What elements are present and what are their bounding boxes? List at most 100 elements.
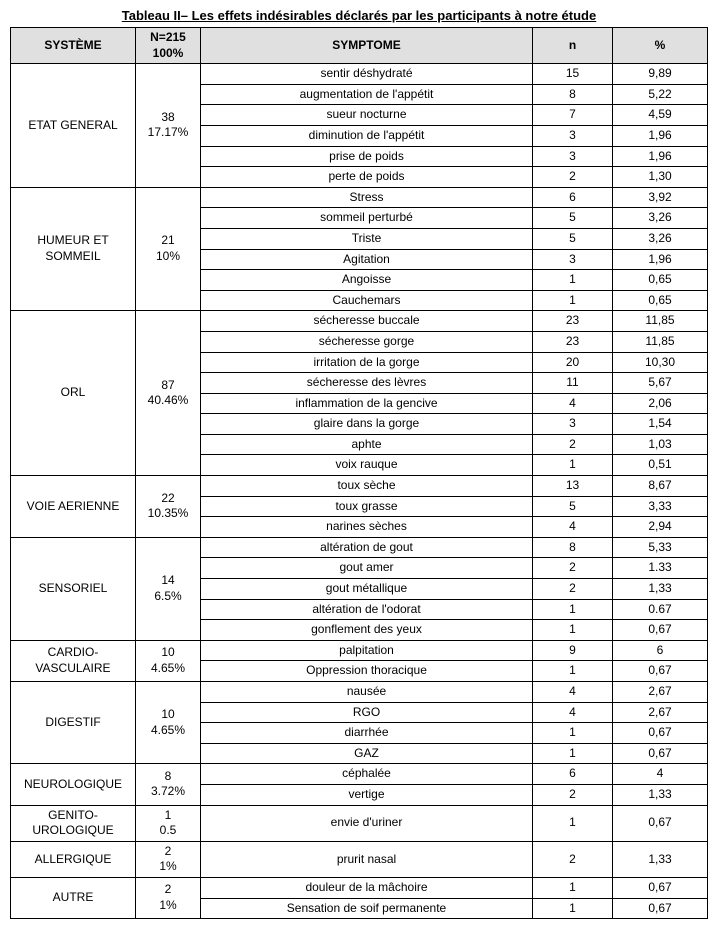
pct-cell: 1,54: [613, 414, 708, 435]
n215-cell: 8740.46%: [136, 311, 201, 476]
system-label: ALLERGIQUE: [15, 852, 131, 868]
n-cell: 5: [533, 228, 613, 249]
table-row: GENITO-UROLOGIQUE10.5envie d'uriner10,67: [11, 805, 708, 841]
effects-table: SYSTÈME N=215 100% SYMPTOME n % ETAT GEN…: [10, 27, 708, 919]
symptom-cell: irritation de la gorge: [201, 352, 533, 373]
pct-cell: 1,33: [613, 579, 708, 600]
n-cell: 3: [533, 125, 613, 146]
symptom-cell: douleur de la mâchoire: [201, 877, 533, 898]
symptom-cell: toux grasse: [201, 496, 533, 517]
symptom-cell: sécheresse gorge: [201, 331, 533, 352]
header-pct: %: [613, 28, 708, 64]
symptom-cell: vertige: [201, 784, 533, 805]
n-cell: 3: [533, 146, 613, 167]
n-cell: 15: [533, 64, 613, 85]
n215-cell: 2210.35%: [136, 476, 201, 538]
system-label: ORL: [15, 385, 131, 401]
pct-cell: 0,67: [613, 743, 708, 764]
n-cell: 1: [533, 455, 613, 476]
symptom-cell: Stress: [201, 187, 533, 208]
n215-pct: 3.72%: [140, 784, 196, 800]
system-label: HUMEUR ET SOMMEIL: [15, 233, 131, 264]
n215-cell: 21%: [136, 877, 201, 918]
pct-cell: 1,33: [613, 784, 708, 805]
n-cell: 11: [533, 373, 613, 394]
n-cell: 2: [533, 841, 613, 877]
symptom-cell: prise de poids: [201, 146, 533, 167]
n-cell: 8: [533, 84, 613, 105]
n-cell: 1: [533, 599, 613, 620]
symptom-cell: gonflement des yeux: [201, 620, 533, 641]
symptom-cell: Oppression thoracique: [201, 661, 533, 682]
system-label: SENSORIEL: [15, 581, 131, 597]
n-cell: 2: [533, 579, 613, 600]
n-cell: 2: [533, 434, 613, 455]
n215-cell: 104.65%: [136, 682, 201, 764]
symptom-cell: inflammation de la gencive: [201, 393, 533, 414]
n-cell: 2: [533, 558, 613, 579]
n-cell: 1: [533, 898, 613, 919]
n-cell: 1: [533, 620, 613, 641]
symptom-cell: sentir déshydraté: [201, 64, 533, 85]
n-cell: 1: [533, 290, 613, 311]
table-row: ALLERGIQUE21%prurit nasal21,33: [11, 841, 708, 877]
n215-pct: 1%: [140, 859, 196, 875]
pct-cell: 5,33: [613, 537, 708, 558]
symptom-cell: sécheresse des lèvres: [201, 373, 533, 394]
n-cell: 20: [533, 352, 613, 373]
pct-cell: 0,67: [613, 805, 708, 841]
system-cell: AUTRE: [11, 877, 136, 918]
n-cell: 1: [533, 270, 613, 291]
symptom-cell: diarrhée: [201, 723, 533, 744]
n-cell: 1: [533, 661, 613, 682]
n215-cell: 3817.17%: [136, 64, 201, 188]
system-cell: HUMEUR ET SOMMEIL: [11, 187, 136, 311]
pct-cell: 0,67: [613, 723, 708, 744]
pct-cell: 0,67: [613, 661, 708, 682]
n-cell: 4: [533, 393, 613, 414]
pct-cell: 3,26: [613, 228, 708, 249]
n-cell: 6: [533, 764, 613, 785]
pct-cell: 4: [613, 764, 708, 785]
symptom-cell: toux sèche: [201, 476, 533, 497]
symptom-cell: altération de l'odorat: [201, 599, 533, 620]
table-row: HUMEUR ET SOMMEIL2110%Stress63,92: [11, 187, 708, 208]
header-n: n: [533, 28, 613, 64]
symptom-cell: envie d'uriner: [201, 805, 533, 841]
pct-cell: 0.67: [613, 599, 708, 620]
pct-cell: 1,33: [613, 841, 708, 877]
symptom-cell: céphalée: [201, 764, 533, 785]
pct-cell: 5,67: [613, 373, 708, 394]
n-cell: 5: [533, 496, 613, 517]
pct-cell: 1,03: [613, 434, 708, 455]
symptom-cell: diminution de l'appétit: [201, 125, 533, 146]
header-n215-line2: 100%: [153, 46, 184, 60]
n215-cell: 146.5%: [136, 537, 201, 640]
pct-cell: 0,65: [613, 290, 708, 311]
symptom-cell: sécheresse buccale: [201, 311, 533, 332]
n-cell: 4: [533, 517, 613, 538]
pct-cell: 2,94: [613, 517, 708, 538]
table-row: CARDIO-VASCULAIRE104.65%palpitation96: [11, 640, 708, 661]
system-cell: NEUROLOGIQUE: [11, 764, 136, 805]
system-cell: ETAT GENERAL: [11, 64, 136, 188]
symptom-cell: gout amer: [201, 558, 533, 579]
pct-cell: 6: [613, 640, 708, 661]
system-label: NEUROLOGIQUE: [15, 777, 131, 793]
n215-value: 2: [140, 844, 196, 860]
table-row: AUTRE21%douleur de la mâchoire10,67: [11, 877, 708, 898]
symptom-cell: GAZ: [201, 743, 533, 764]
n-cell: 9: [533, 640, 613, 661]
header-n215: N=215 100%: [136, 28, 201, 64]
system-label: DIGESTIF: [15, 715, 131, 731]
symptom-cell: Agitation: [201, 249, 533, 270]
n215-cell: 83.72%: [136, 764, 201, 805]
n215-pct: 6.5%: [140, 589, 196, 605]
symptom-cell: voix rauque: [201, 455, 533, 476]
n-cell: 1: [533, 723, 613, 744]
n215-pct: 1%: [140, 898, 196, 914]
table-title: Tableau II– Les effets indésirables décl…: [10, 8, 708, 23]
n-cell: 13: [533, 476, 613, 497]
n-cell: 6: [533, 187, 613, 208]
n215-value: 38: [140, 110, 196, 126]
